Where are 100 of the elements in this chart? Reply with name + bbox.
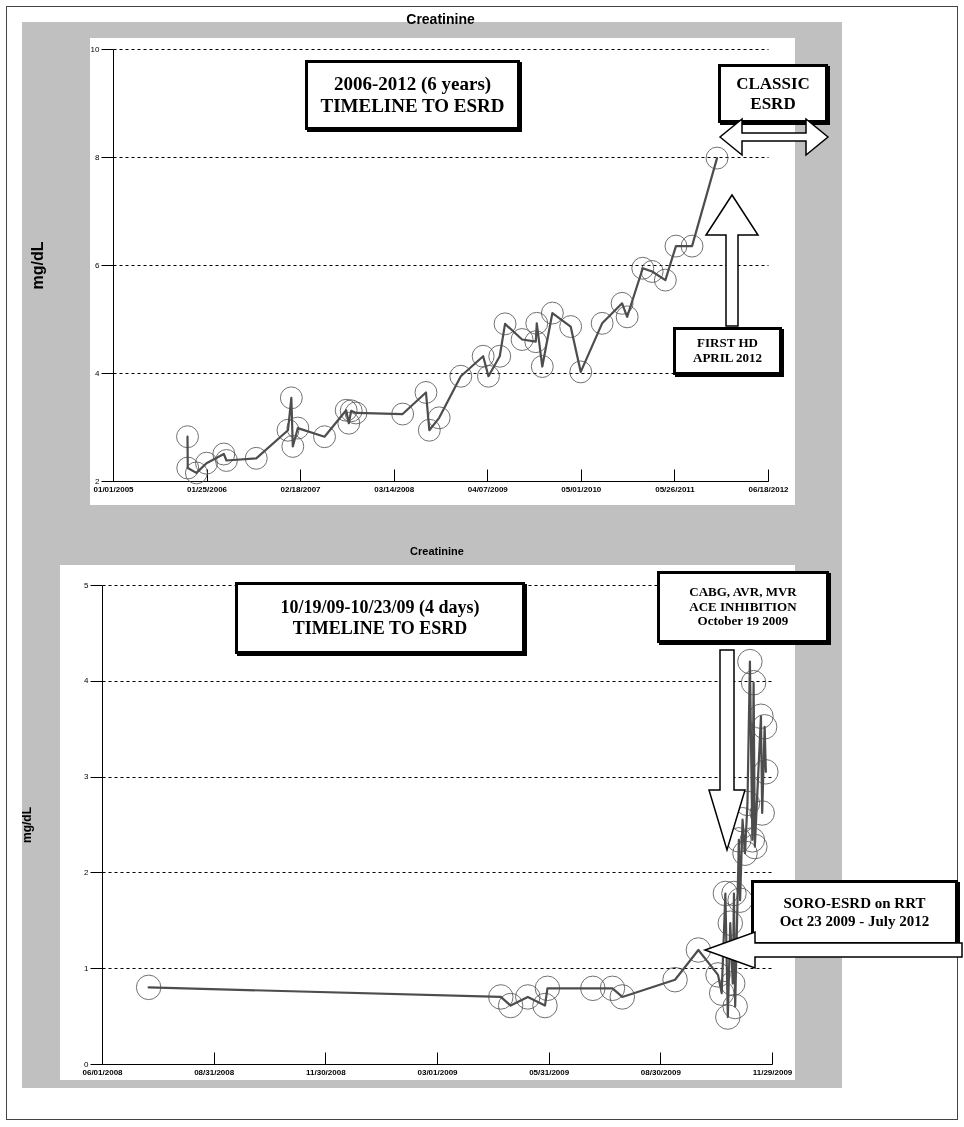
x-tick-label: 02/18/2007: [280, 484, 322, 494]
point: [195, 451, 218, 475]
callout-box: 2006-2012 (6 years) TIMELINE TO ESRD: [305, 60, 520, 130]
point: [740, 669, 767, 696]
point: [279, 386, 303, 410]
point: [339, 399, 363, 423]
point: [276, 418, 300, 442]
point: [493, 312, 517, 336]
x-tick-label: 05/26/2011: [655, 484, 696, 494]
x-tick-label: 08/30/2009: [640, 1067, 682, 1077]
point: [176, 456, 200, 480]
point: [477, 364, 500, 388]
point: [337, 411, 361, 435]
point: [391, 402, 415, 426]
point: [524, 330, 548, 354]
point: [449, 364, 473, 388]
point: [722, 993, 748, 1020]
point: [742, 833, 768, 860]
point: [599, 975, 626, 1002]
point: [653, 268, 677, 292]
x-tick-label: 04/07/2009: [467, 484, 509, 494]
point: [739, 827, 766, 853]
callout-box: CLASSIC ESRD: [718, 64, 828, 123]
x-tick-label: 11/30/2008: [306, 1067, 347, 1077]
callout-box: FIRST HD APRIL 2012: [673, 327, 782, 375]
x-tick-label: 08/31/2008: [194, 1067, 235, 1077]
x-tick-label: 03/01/2009: [417, 1067, 459, 1077]
point: [569, 360, 593, 384]
y-tick-label: 4: [84, 676, 90, 686]
point: [510, 328, 534, 351]
point: [615, 305, 639, 329]
point: [721, 880, 747, 907]
chart-title: Creatinine: [410, 545, 464, 557]
point: [184, 461, 208, 485]
y-tick-label: 10: [90, 44, 101, 54]
point: [515, 984, 541, 1010]
point: [215, 449, 238, 472]
point: [525, 311, 549, 335]
y-tick-label: 0: [84, 1059, 90, 1069]
y-tick-label: 3: [84, 772, 90, 782]
point: [534, 975, 561, 1002]
point: [313, 425, 336, 449]
y-tick-label: 8: [95, 152, 101, 162]
callout-box: CABG, AVR, MVR ACE INHIBITION October 19 2009: [657, 571, 829, 643]
point: [580, 975, 606, 1002]
point: [751, 714, 778, 740]
point: [662, 966, 688, 993]
point: [680, 234, 704, 258]
x-tick-label: 05/31/2009: [529, 1067, 570, 1077]
y-axis-title: mg/dL: [28, 241, 46, 290]
point: [685, 937, 712, 963]
x-tick-label: 05/01/2010: [561, 484, 602, 494]
point: [212, 442, 236, 466]
chart-title: Creatinine: [406, 11, 475, 27]
point: [530, 355, 554, 378]
x-tick-label: 01/25/2006: [186, 484, 228, 494]
point: [717, 910, 744, 936]
x-tick-label: 06/01/2008: [82, 1067, 124, 1077]
point: [590, 311, 614, 335]
y-tick-label: 5: [84, 580, 90, 590]
point: [753, 759, 779, 785]
y-tick-label: 1: [84, 963, 90, 973]
point: [176, 425, 199, 449]
x-tick-label: 06/18/2012: [748, 484, 790, 494]
point: [497, 992, 524, 1019]
point: [334, 398, 358, 422]
point: [427, 406, 451, 430]
point: [488, 344, 512, 368]
point: [749, 800, 775, 826]
point: [719, 970, 746, 997]
point: [417, 418, 441, 442]
point: [631, 256, 655, 280]
y-tick-label: 2: [95, 476, 101, 486]
point: [281, 435, 305, 458]
y-tick-label: 2: [84, 867, 90, 877]
x-tick-label: 11/29/2009: [752, 1067, 793, 1077]
point: [609, 984, 636, 1010]
point: [708, 980, 735, 1006]
point: [471, 344, 495, 368]
point: [488, 984, 514, 1010]
point: [748, 703, 774, 729]
callout-box: SORO-ESRD on RRT Oct 23 2009 - July 2012: [751, 880, 958, 945]
y-tick-label: 6: [95, 260, 101, 270]
point: [344, 401, 368, 425]
point: [712, 880, 739, 907]
point: [414, 381, 438, 404]
point: [286, 416, 310, 440]
y-tick-label: 4: [95, 368, 101, 378]
point: [715, 1004, 741, 1030]
x-tick-label: 03/14/2008: [374, 484, 415, 494]
y-axis-title: mg/dL: [20, 807, 35, 843]
callout-box: 10/19/09-10/23/09 (4 days) TIMELINE TO ESRD: [235, 582, 525, 654]
point: [732, 840, 758, 866]
point: [664, 234, 688, 258]
point: [640, 260, 664, 283]
x-tick-label: 01/01/2005: [93, 484, 135, 494]
point: [737, 648, 763, 675]
point: [540, 301, 564, 325]
point: [532, 992, 558, 1019]
point: [135, 974, 162, 1001]
